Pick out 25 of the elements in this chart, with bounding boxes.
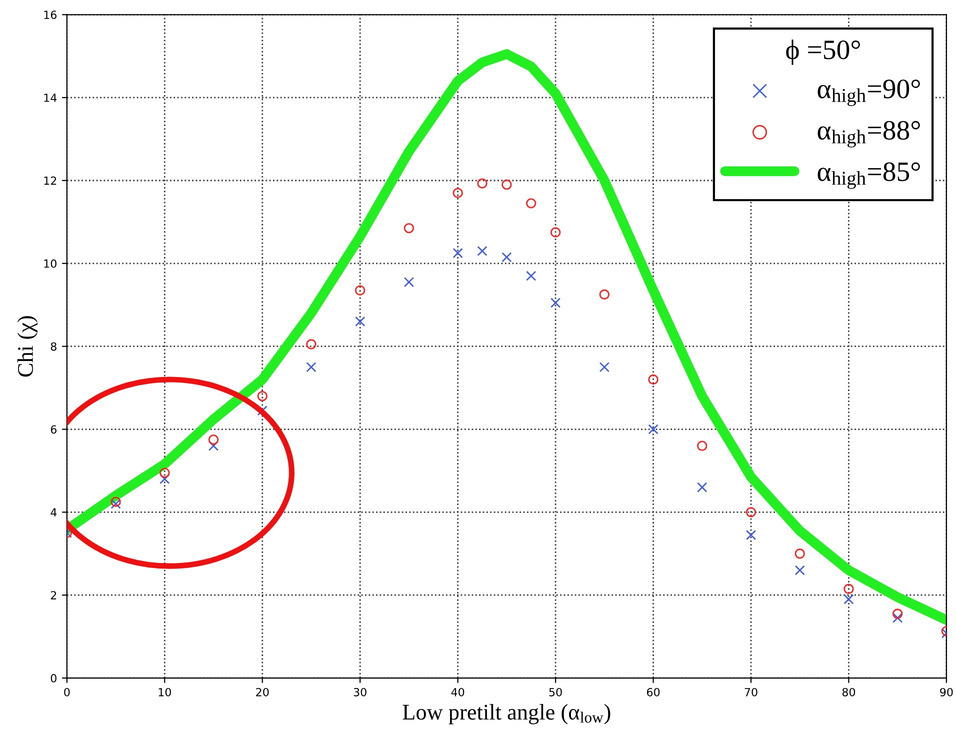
y-axis-title: Chi (χ) xyxy=(17,316,38,377)
x-tick-label: 50 xyxy=(549,688,562,696)
x-tick-label: 30 xyxy=(354,688,366,696)
y-tick-label: 16 xyxy=(44,10,56,20)
y-tick-label: 6 xyxy=(50,425,56,434)
x-tick-label: 70 xyxy=(744,688,758,696)
x-tick-label: 10 xyxy=(158,688,171,696)
y-tick-label: 4 xyxy=(50,508,57,516)
x-axis-title: Low pretilt angle (α$_{low}$) xyxy=(402,704,610,724)
y-tick-label: 8 xyxy=(50,342,56,351)
y-tick-label: 14 xyxy=(44,94,57,102)
x-tick-label: 80 xyxy=(842,688,856,696)
y-tick-label: 2 xyxy=(50,591,56,600)
legend-label: α$_{high}$=88° xyxy=(818,120,920,148)
x-tick-label: 60 xyxy=(646,688,660,696)
legend-title: ϕ =50° xyxy=(786,40,860,65)
x-tick-label: 20 xyxy=(256,688,269,696)
x-tick-label: 40 xyxy=(451,688,464,696)
y-tick-label: 0 xyxy=(50,674,56,682)
x-tick-label: 0 xyxy=(64,688,70,696)
y-tick-label: 10 xyxy=(44,259,56,268)
legend-label: α$_{high}$=90° xyxy=(818,80,920,106)
x-tick-label: 90 xyxy=(940,688,953,696)
legend-label: α$_{high}$=85° xyxy=(818,162,920,189)
y-tick-label: 12 xyxy=(44,176,56,185)
